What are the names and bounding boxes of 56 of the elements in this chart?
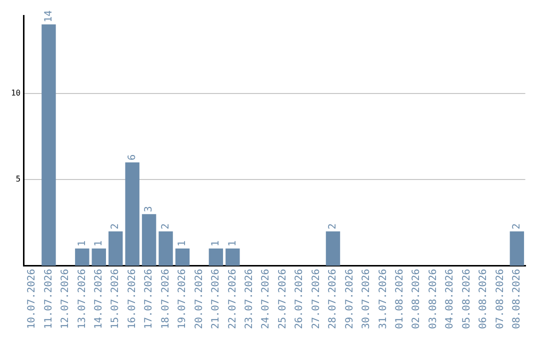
bar [158,231,173,266]
x-tick-label: 18.07.2026 [160,268,172,330]
bar [208,248,224,266]
bar [42,24,56,266]
x-tick-label: 07.08.2026 [494,268,506,330]
data-label: 1 [93,240,104,247]
bar [326,231,340,266]
x-tick-label: 30.07.2026 [361,268,372,330]
data-label: 6 [126,154,138,160]
bar [226,248,240,266]
x-tick-label: 12.07.2026 [60,268,72,330]
x-tick-label: 06.08.2026 [478,268,490,330]
x-tick-label: 16.07.2026 [126,268,138,330]
bar [142,214,156,266]
x-tick-label: 08.08.2026 [512,268,523,330]
x-tick-label: 10.07.2026 [26,268,38,330]
x-tick-label: 03.08.2026 [428,268,439,330]
x-tick-label: 01.08.2026 [394,268,406,330]
x-tick-label: 04.08.2026 [444,268,456,330]
data-label: 2 [160,223,172,230]
data-label: 1 [210,240,222,247]
data-label: 14 [43,10,54,22]
y-tick-label: 10 [10,88,21,98]
bar [175,248,190,266]
x-tick-label: 05.08.2026 [461,268,472,330]
x-tick-label: 31.07.2026 [378,268,389,330]
data-label: 1 [76,240,88,247]
x-tick-label: 25.07.2026 [277,268,288,330]
data-label: 3 [144,206,155,212]
x-tick-label: 20.07.2026 [194,268,205,330]
x-tick-label: 11.07.2026 [43,268,54,330]
x-tick-label: 13.07.2026 [76,268,88,330]
x-tick-label: 02.08.2026 [411,268,422,330]
x-tick-label: 21.07.2026 [210,268,222,330]
x-tick-label: 17.07.2026 [144,268,155,330]
data-label: 1 [177,240,188,247]
x-tick-label: 28.07.2026 [328,268,339,330]
bar [75,248,90,266]
x-tick-label: 14.07.2026 [93,268,104,330]
x-tick-label: 26.07.2026 [294,268,306,330]
data-label: 1 [227,240,238,247]
x-tick-label: 29.07.2026 [344,268,356,330]
x-tick-label: 19.07.2026 [177,268,188,330]
x-tick-label: 23.07.2026 [244,268,255,330]
x-tick-label: 22.07.2026 [227,268,238,330]
data-label: 2 [328,223,339,230]
bar [108,231,123,266]
x-tick-label: 24.07.2026 [260,268,272,330]
y-tick-label: 5 [16,174,21,184]
bar [92,248,106,266]
bar [510,231,524,266]
data-label: 2 [512,223,523,230]
x-tick-label: 27.07.2026 [310,268,322,330]
x-tick-label: 15.07.2026 [110,268,122,330]
data-label: 2 [110,223,122,230]
bar [125,162,140,266]
